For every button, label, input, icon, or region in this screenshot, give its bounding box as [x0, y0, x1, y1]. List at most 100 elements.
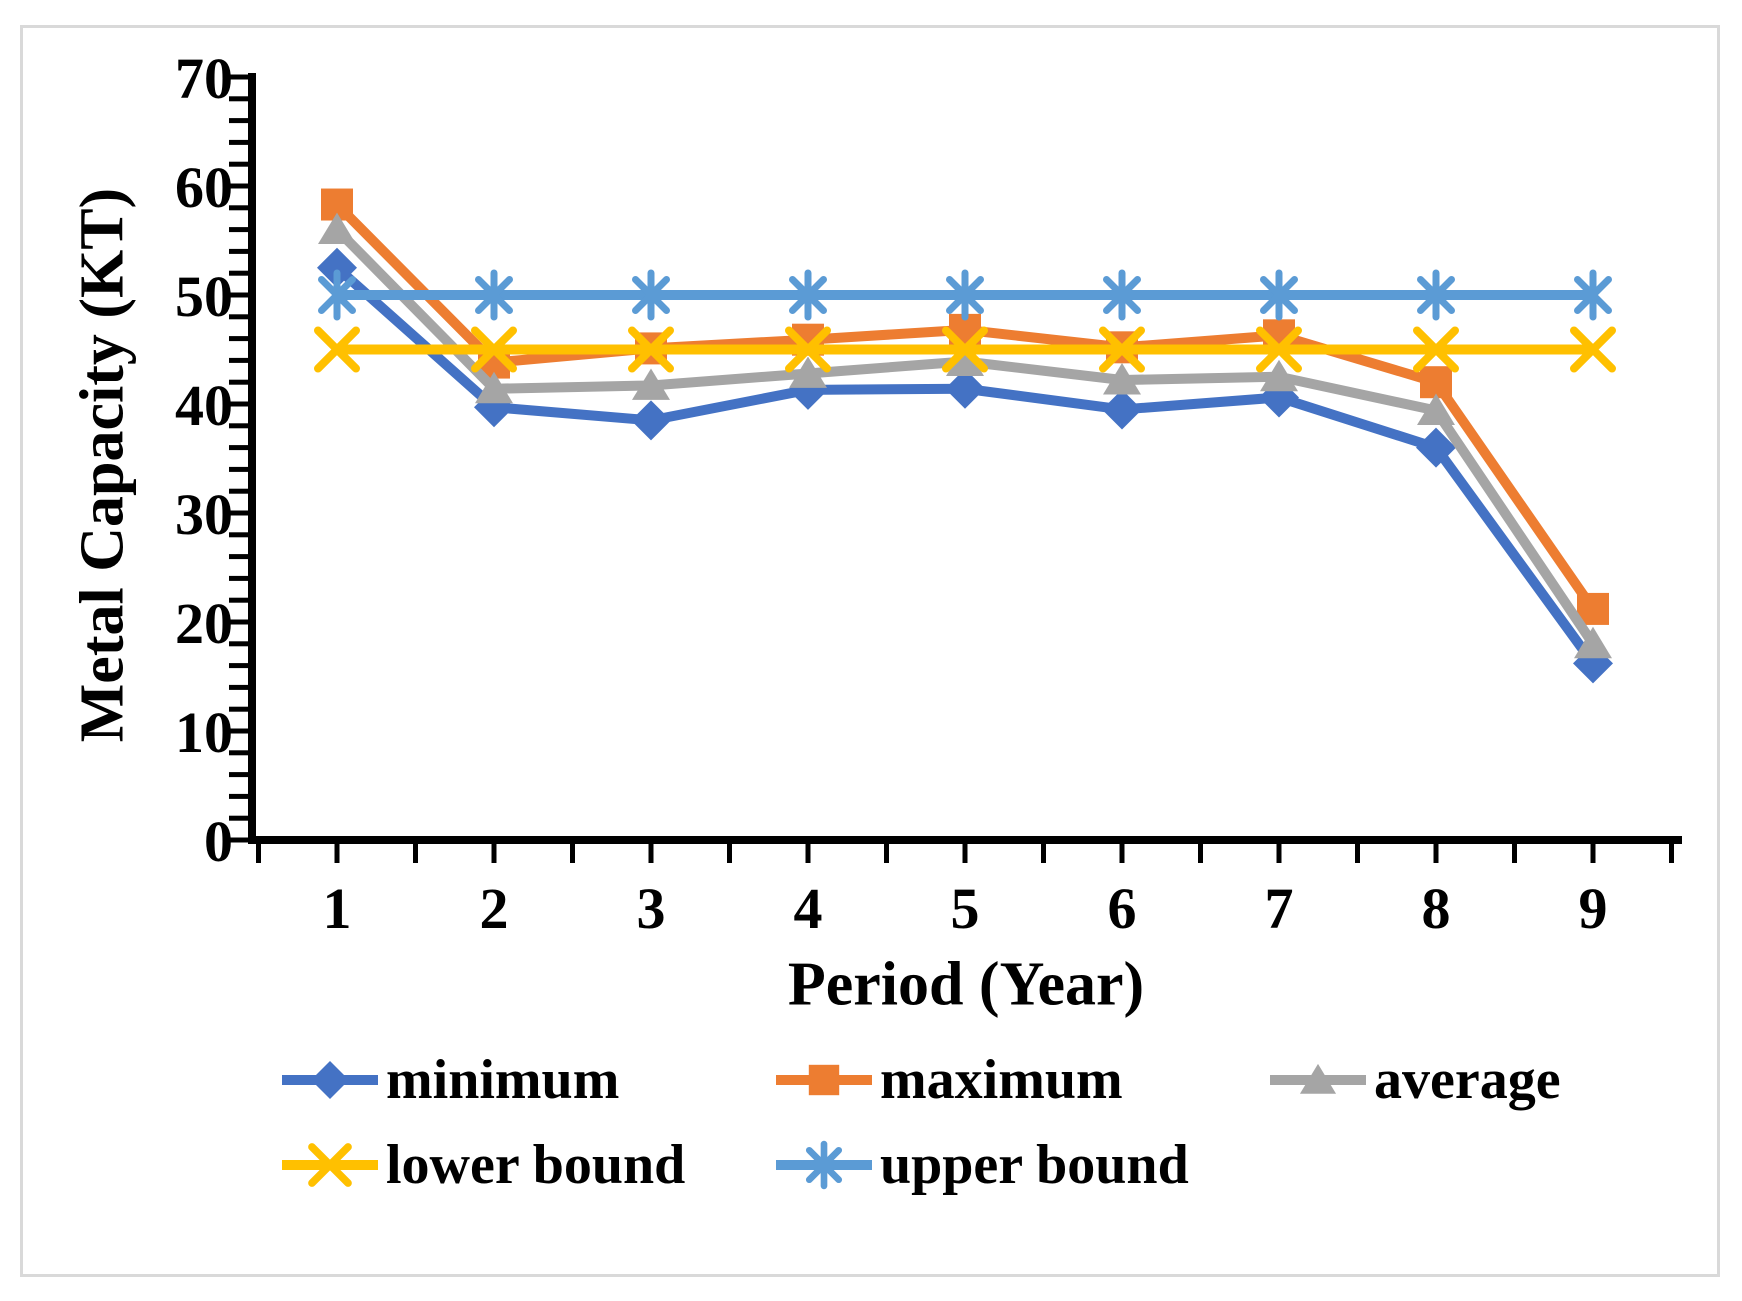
y-axis-tick	[229, 118, 248, 124]
data-point-triangle	[1299, 1063, 1337, 1094]
series-upper-bound	[318, 269, 1612, 321]
y-axis-tick	[229, 270, 248, 276]
y-axis-tick	[229, 837, 248, 843]
data-point-x	[314, 326, 360, 373]
y-tick-label: 50	[175, 264, 233, 329]
y-axis-tick	[229, 575, 248, 581]
series-lower-bound	[314, 326, 1616, 373]
data-point-asterisk	[1574, 269, 1612, 321]
y-tick-label: 20	[175, 591, 233, 656]
data-point-triangle	[318, 212, 356, 245]
chart-border-frame	[20, 25, 1720, 1277]
legend-marker-maximum-icon	[776, 1064, 872, 1096]
data-point-x	[1570, 326, 1616, 373]
y-axis-tick	[229, 663, 248, 669]
data-point-triangle	[1260, 359, 1298, 392]
y-tick-label: 0	[204, 809, 233, 874]
x-axis-tick	[1355, 844, 1360, 863]
y-axis-tick	[229, 74, 248, 80]
data-point-diamond	[1416, 427, 1456, 468]
legend-item-average: average	[1270, 1048, 1561, 1112]
data-point-triangle	[946, 344, 984, 376]
data-point-asterisk	[1103, 269, 1141, 321]
legend-marker-minimum-icon	[282, 1061, 378, 1099]
y-axis-tick	[229, 183, 248, 189]
y-axis-tick	[229, 706, 248, 712]
y-axis-tick	[229, 641, 248, 647]
y-axis-tick	[229, 597, 248, 603]
y-axis-tick	[229, 96, 248, 102]
y-axis-line	[248, 73, 256, 844]
y-tick-label: 40	[175, 373, 233, 438]
data-point-diamond	[1102, 389, 1142, 430]
x-tick-label: 4	[794, 876, 823, 941]
y-tick-label: 30	[175, 482, 233, 547]
legend-label-maximum: maximum	[880, 1049, 1123, 1111]
y-axis-tick	[229, 445, 248, 451]
y-axis-tick	[229, 466, 248, 472]
y-axis-tick	[229, 161, 248, 167]
legend-item-maximum: maximum	[776, 1048, 1123, 1112]
series-average	[318, 212, 1612, 659]
x-tick-label: 2	[480, 876, 509, 941]
x-axis-tick	[1669, 844, 1674, 863]
y-axis-tick	[229, 248, 248, 254]
series-minimum	[317, 247, 1613, 684]
x-axis-tick	[570, 844, 575, 863]
y-tick-label: 70	[175, 46, 233, 111]
data-point-x	[471, 326, 517, 373]
data-point-asterisk	[946, 269, 984, 321]
y-axis-tick	[229, 510, 248, 516]
y-axis-tick	[229, 423, 248, 429]
data-point-asterisk	[1417, 269, 1455, 321]
x-axis-tick	[1433, 844, 1439, 863]
legend-item-lower-bound: lower bound	[282, 1133, 685, 1197]
x-axis-tick	[1276, 844, 1282, 863]
x-axis-tick	[1119, 844, 1125, 863]
data-point-triangle	[789, 356, 827, 388]
x-tick-label: 7	[1265, 876, 1294, 941]
y-axis-tick	[229, 532, 248, 538]
x-tick-label: 3	[637, 876, 666, 941]
data-point-square	[808, 1064, 840, 1096]
x-axis-tick	[962, 844, 968, 863]
x-axis-tick	[727, 844, 732, 863]
y-axis-tick	[229, 314, 248, 320]
data-point-asterisk	[318, 269, 356, 321]
legend-marker-upper-bound-icon	[776, 1140, 872, 1190]
x-axis-tick	[491, 844, 497, 863]
x-axis-tick	[1590, 844, 1596, 863]
x-axis-title: Period (Year)	[787, 950, 1145, 1019]
y-axis-tick	[229, 750, 248, 756]
x-axis-tick	[1041, 844, 1046, 863]
legend-label-lower-bound: lower bound	[386, 1134, 686, 1196]
x-axis-tick	[1198, 844, 1203, 863]
data-point-triangle	[1417, 393, 1455, 425]
legend-marker-lower-bound-icon	[282, 1143, 378, 1187]
data-point-x	[628, 326, 674, 373]
x-axis-tick	[334, 844, 340, 863]
data-point-square	[1420, 366, 1452, 399]
y-tick-label: 10	[175, 700, 233, 765]
x-axis-tick	[805, 844, 811, 863]
x-axis-tick	[648, 844, 654, 863]
legend-label-minimum: minimum	[386, 1049, 620, 1111]
data-point-x	[942, 326, 988, 373]
y-axis-tick	[229, 139, 248, 145]
legend-item-minimum: minimum	[282, 1048, 619, 1112]
y-axis-tick	[229, 379, 248, 385]
data-point-asterisk	[789, 269, 827, 321]
data-point-x	[785, 326, 831, 373]
x-axis-tick	[413, 844, 418, 863]
x-axis-line	[248, 836, 1682, 844]
data-point-asterisk	[475, 269, 513, 321]
data-point-asterisk	[632, 269, 670, 321]
y-axis-tick	[229, 227, 248, 233]
legend-item-upper-bound: upper bound	[776, 1133, 1189, 1197]
y-tick-label: 60	[175, 155, 233, 220]
data-point-x	[1099, 326, 1145, 373]
legend-marker-average-icon	[1270, 1063, 1366, 1094]
data-point-asterisk	[1260, 269, 1298, 321]
y-axis-tick	[229, 728, 248, 734]
